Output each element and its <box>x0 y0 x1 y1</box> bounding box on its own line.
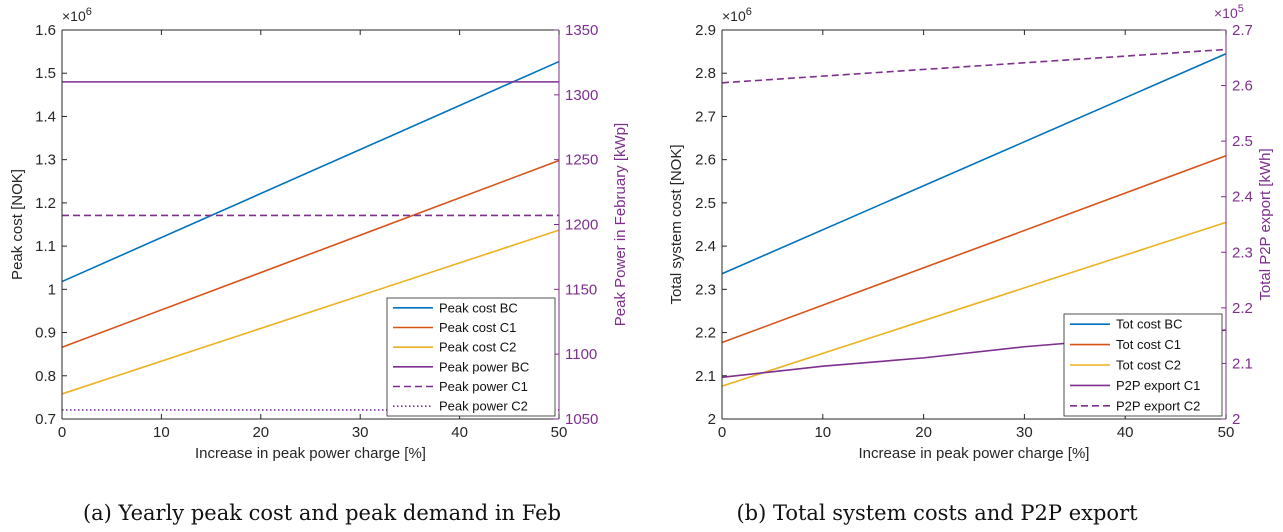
x-tick-label: 10 <box>153 424 170 441</box>
y-tick-label-right: 2.6 <box>1232 78 1253 95</box>
y-tick-label-right: 1200 <box>565 217 598 234</box>
y-exponent-right: ×105 <box>1214 3 1244 21</box>
legend-entry-label: P2P export C2 <box>1116 398 1200 413</box>
series-group <box>61 60 560 411</box>
x-tick-label: 30 <box>1016 424 1033 441</box>
chart-a: 0 10 20 30 40 50 0.7 0.8 0.9 1 1.1 1.2 1.3 1.4 1.5 1.6 1… <box>9 6 629 525</box>
y-axis-label-left: Total system cost [NOK] <box>668 144 685 304</box>
y-axis-label-right: Total P2P export [kWh] <box>1257 148 1274 300</box>
y-tick-label-left: 1.4 <box>35 108 56 125</box>
y-tick-label-right: 1050 <box>565 411 598 428</box>
y-tick-label-left: 2.6 <box>695 152 716 169</box>
y-tick-label-left: 0.9 <box>35 325 56 342</box>
legend-entry-label: Tot cost C1 <box>1116 337 1181 352</box>
x-tick-label: 20 <box>252 424 269 441</box>
figure-caption: (a) Yearly peak cost and peak demand in … <box>83 501 561 525</box>
legend-entry-label: Tot cost C2 <box>1116 358 1181 373</box>
y-tick-label-left: 2.3 <box>695 281 716 298</box>
y-tick-label-left: 2 <box>708 411 716 428</box>
y-tick-label-left: 2.9 <box>695 22 716 39</box>
y-tick-label-right: 2.2 <box>1232 300 1253 317</box>
series-line-tot-cost-c1 <box>721 155 1227 344</box>
y-tick-label-left: 2.2 <box>695 325 716 342</box>
legend-entry-label: Tot cost BC <box>1116 317 1182 332</box>
y-tick-label-left: 1.5 <box>35 65 56 82</box>
x-tick-label: 20 <box>915 424 932 441</box>
y-tick-label-left: 1.2 <box>35 195 56 212</box>
y-tick-label-right: 1150 <box>565 281 597 298</box>
y-tick-label-right: 2.5 <box>1232 133 1253 150</box>
legend-entry-label: Peak power C1 <box>439 379 528 394</box>
y-tick-label-right: 2 <box>1232 411 1240 428</box>
y-tick-label-left: 2.1 <box>695 368 716 385</box>
y-tick-label-left: 1.3 <box>35 152 56 169</box>
legend-entry-label: Peak cost C1 <box>439 320 516 335</box>
y-axis-label-left: Peak cost [NOK] <box>9 169 26 280</box>
legend-entry-label: Peak power BC <box>439 359 529 374</box>
x-axis-label: Increase in peak power charge [%] <box>195 445 426 462</box>
y-tick-label-right: 2.1 <box>1232 355 1253 372</box>
y-tick-label-left: 2.4 <box>695 238 716 255</box>
y-tick-label-right: 1250 <box>565 152 598 169</box>
x-tick-label: 40 <box>451 424 468 441</box>
series-line-tot-cost-bc <box>721 53 1227 275</box>
chart-b: 0 10 20 30 40 5022.12.22.32.42.52.62.72.82.92… <box>668 3 1274 525</box>
figure-caption: (b) Total system costs and P2P export <box>736 501 1138 525</box>
x-tick-label: 50 <box>1218 424 1235 441</box>
legend-box <box>386 297 556 417</box>
legend-entry-label: Peak cost BC <box>439 300 518 315</box>
y-tick-label-left: 1 <box>48 281 56 298</box>
x-axis-label: Increase in peak power charge [%] <box>859 445 1090 462</box>
y-tick-label-right: 2.3 <box>1232 244 1253 261</box>
y-exponent-left: ×106 <box>722 6 752 24</box>
y-tick-label-left: 2.8 <box>695 65 716 82</box>
y-tick-label-right: 2.4 <box>1232 189 1253 206</box>
y-tick-label-right: 2.7 <box>1232 22 1253 39</box>
x-tick-label: 10 <box>814 424 831 441</box>
legend: Tot cost BC Tot cost C1 Tot cost C2 P2P exp… <box>1063 313 1223 417</box>
series-line-tot-cost-c2 <box>721 221 1227 387</box>
legend: Peak cost BC Peak cost C1 Peak cost C2 Peak… <box>386 297 556 417</box>
y-tick-label-left: 0.8 <box>35 368 56 385</box>
legend-entry-label: P2P export C1 <box>1116 378 1200 393</box>
legend-entry-label: Peak power C2 <box>439 399 528 414</box>
y-exponent-left: ×106 <box>62 6 92 24</box>
x-tick-label: 0 <box>58 424 66 441</box>
series-line-p2p-export-c2 <box>721 48 1227 84</box>
y-tick-label-right: 1350 <box>565 22 598 39</box>
x-tick-label: 40 <box>1117 424 1134 441</box>
x-tick-label: 30 <box>352 424 369 441</box>
y-tick-label-left: 2.7 <box>695 108 716 125</box>
y-tick-label-left: 1.1 <box>35 238 56 255</box>
y-tick-label-left: 2.5 <box>695 195 716 212</box>
x-tick-label: 50 <box>551 424 568 441</box>
legend-entry-label: Peak cost C2 <box>439 340 516 355</box>
series-line-peak-cost-c1 <box>61 159 560 348</box>
y-tick-label-right: 1300 <box>565 87 598 104</box>
series-line-peak-cost-bc <box>61 60 560 283</box>
series-line-peak-cost-c2 <box>61 229 560 395</box>
y-tick-label-left: 1.6 <box>35 22 56 39</box>
y-axis-label-right: Peak Power in February [kWp] <box>612 123 629 326</box>
x-tick-label: 0 <box>718 424 726 441</box>
y-tick-label-right: 1100 <box>565 346 597 363</box>
y-tick-label-left: 0.7 <box>35 411 56 428</box>
